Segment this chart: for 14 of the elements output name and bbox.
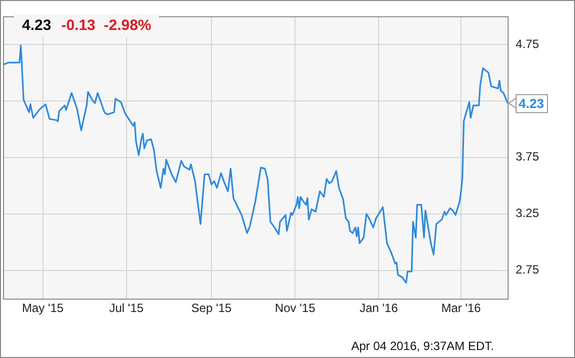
- y-tick-label: 3.75: [516, 150, 540, 164]
- x-tick-label: Nov '15: [274, 301, 316, 316]
- y-tick-label: 3.25: [516, 206, 540, 220]
- y-tick-label: 2.75: [516, 262, 540, 277]
- x-tick-label: Jan '16: [360, 301, 398, 316]
- y-tick-label: 4.75: [516, 36, 540, 51]
- chart-subtitle: -0.13 -2.98%: [61, 17, 152, 34]
- text: Apr 04 2016, 9:37AM EDT.: [351, 339, 494, 353]
- chart-title: 4.23: [22, 17, 52, 34]
- x-tick-label: Mar '16: [441, 301, 482, 316]
- x-tick-label: Sep '15: [191, 301, 232, 316]
- x-tick-label: May '15: [22, 301, 64, 316]
- annotation: 4.23: [518, 96, 544, 111]
- x-tick-label: Jul '15: [109, 301, 144, 316]
